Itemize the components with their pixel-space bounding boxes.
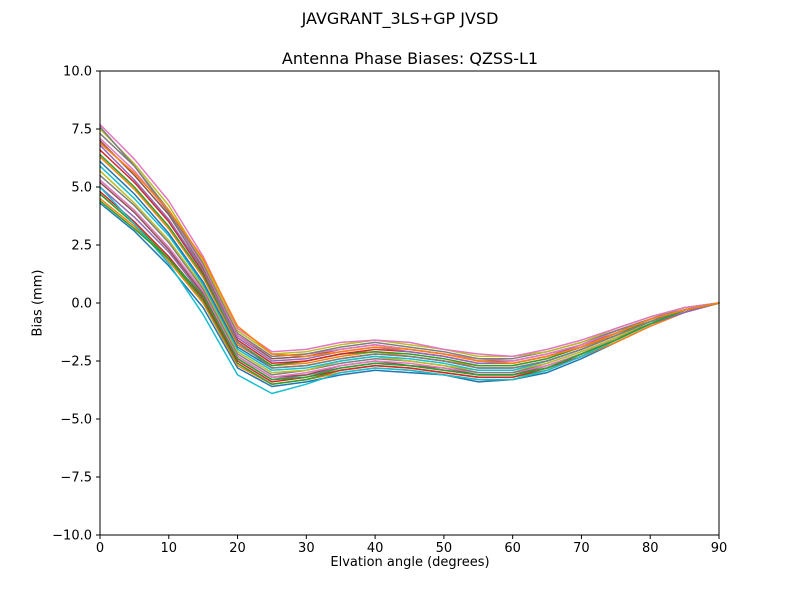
svg-text:90: 90 <box>711 541 728 556</box>
svg-text:0.0: 0.0 <box>71 297 92 312</box>
svg-text:10: 10 <box>161 541 178 556</box>
svg-text:10.0: 10.0 <box>63 65 92 80</box>
svg-text:20: 20 <box>229 541 246 556</box>
svg-text:70: 70 <box>573 541 590 556</box>
svg-text:30: 30 <box>298 541 315 556</box>
svg-text:2.5: 2.5 <box>71 239 92 254</box>
svg-text:60: 60 <box>504 541 521 556</box>
svg-text:−2.5: −2.5 <box>60 355 92 370</box>
svg-text:−10.0: −10.0 <box>52 529 92 544</box>
chart-title: Antenna Phase Biases: QZSS-L1 <box>281 49 539 68</box>
y-axis-label: Bias (mm) <box>30 269 46 337</box>
svg-text:−5.0: −5.0 <box>60 413 92 428</box>
svg-text:0: 0 <box>96 541 104 556</box>
figure-suptitle: JAVGRANT_3LS+GP JVSD <box>301 9 499 28</box>
svg-text:7.5: 7.5 <box>71 123 92 138</box>
svg-text:−7.5: −7.5 <box>60 471 92 486</box>
svg-text:5.0: 5.0 <box>71 181 92 196</box>
svg-text:40: 40 <box>367 541 384 556</box>
x-axis-label: Elvation angle (degrees) <box>330 555 490 570</box>
svg-text:80: 80 <box>642 541 659 556</box>
svg-text:50: 50 <box>436 541 453 556</box>
